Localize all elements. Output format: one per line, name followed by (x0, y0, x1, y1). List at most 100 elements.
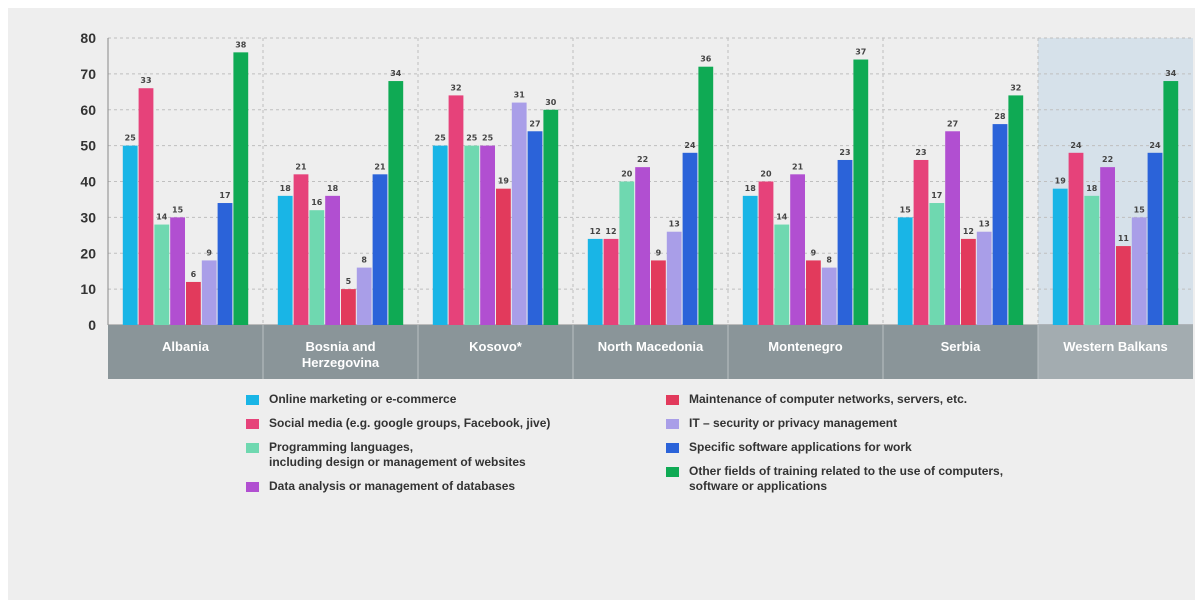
bar (976, 231, 992, 325)
data-label: 15 (1134, 205, 1146, 214)
legend-item: Maintenance of computer networks, server… (666, 392, 967, 407)
data-label: 22 (637, 155, 648, 164)
data-label: 25 (435, 134, 447, 143)
data-label: 16 (311, 198, 323, 207)
data-label: 25 (466, 134, 478, 143)
bar (992, 124, 1008, 325)
bar (325, 195, 340, 325)
bar (309, 210, 325, 325)
bar (821, 267, 837, 325)
legend-swatch (246, 443, 259, 453)
data-label: 6 (191, 270, 197, 279)
y-tick-label: 10 (80, 281, 96, 297)
x-category-label: Bosnia and Herzegovina (302, 339, 380, 370)
x-category-label: Kosovo* (469, 339, 523, 354)
bar (543, 109, 559, 325)
chart-figure: 0 10 20 30 40 50 60 70 80 25 18 25 12 18 15 19 33 21 32 12 2… (8, 8, 1195, 600)
bar (619, 181, 635, 325)
data-label: 19 (498, 177, 510, 186)
data-label: 25 (125, 134, 137, 143)
bar (511, 102, 527, 325)
bar (217, 203, 233, 325)
bar (372, 174, 388, 325)
data-label: 15 (172, 205, 184, 214)
legend-swatch (246, 419, 259, 429)
bar (448, 95, 464, 326)
x-category-label: Serbia (941, 339, 982, 354)
data-label: 18 (327, 184, 339, 193)
data-label: 9 (656, 248, 662, 257)
x-category-label: Montenegro (768, 339, 842, 354)
bar (587, 238, 603, 325)
data-label: 38 (235, 40, 247, 49)
data-label: 14 (156, 213, 168, 222)
category-band (883, 325, 1038, 379)
y-tick-label: 80 (80, 30, 96, 46)
bar (1163, 81, 1179, 325)
category-band (418, 325, 573, 379)
legend-swatch (666, 467, 679, 477)
data-label: 36 (700, 55, 712, 64)
bar (1052, 188, 1068, 325)
legend-label: Data analysis or management of databases (269, 479, 516, 493)
legend-item: Data analysis or management of databases (246, 479, 515, 494)
data-label: 9 (811, 248, 817, 257)
data-label: 31 (514, 91, 526, 100)
data-label: 12 (605, 227, 616, 236)
data-label: 32 (450, 83, 461, 92)
category-band (573, 325, 728, 379)
data-label: 17 (219, 191, 230, 200)
data-label: 24 (1070, 141, 1082, 150)
y-tick-label: 50 (80, 138, 96, 154)
bar (356, 267, 372, 325)
legend-item: IT – security or privacy management (666, 416, 897, 431)
data-label: 21 (792, 162, 804, 171)
legend-swatch (666, 419, 679, 429)
bar (186, 281, 201, 325)
bar (201, 260, 217, 325)
x-category-label: Western Balkans (1063, 339, 1168, 354)
bar (1008, 95, 1024, 326)
data-label: 19 (1055, 177, 1067, 186)
data-label: 20 (760, 170, 772, 179)
bar (790, 174, 805, 325)
bar (806, 260, 821, 325)
bar (480, 145, 495, 325)
legend-item: Social media (e.g. google groups, Facebo… (246, 416, 550, 431)
x-category-label: Albania (162, 339, 210, 354)
data-label: 11 (1118, 234, 1130, 243)
legend-label: Maintenance of computer networks, server… (689, 392, 968, 406)
data-label: 24 (684, 141, 696, 150)
category-band (263, 325, 418, 379)
data-label: 9 (206, 248, 212, 257)
data-label: 34 (390, 69, 402, 78)
bar (293, 174, 309, 325)
y-tick-label: 60 (80, 102, 96, 118)
bar (682, 152, 698, 325)
bar (742, 195, 758, 325)
bar (897, 217, 913, 325)
data-label: 21 (374, 162, 386, 171)
bar (122, 145, 138, 325)
y-tick-label: 0 (88, 317, 96, 333)
data-label: 13 (669, 220, 680, 229)
bar (138, 88, 154, 325)
data-label: 8 (826, 256, 832, 265)
data-label: 20 (621, 170, 633, 179)
legend-swatch (246, 395, 259, 405)
data-label: 33 (140, 76, 151, 85)
bar (154, 224, 170, 325)
y-tick-label: 30 (80, 209, 96, 225)
data-label: 25 (482, 134, 494, 143)
legend-label: Programming languages, including design … (269, 440, 526, 469)
category-band (108, 325, 263, 379)
data-label: 27 (529, 119, 540, 128)
bar (1084, 195, 1100, 325)
bar (1068, 152, 1084, 325)
data-label: 32 (1010, 83, 1021, 92)
legend-item: Specific software applications for work (666, 440, 912, 455)
bar (651, 260, 666, 325)
data-label: 12 (963, 227, 974, 236)
bar-chart: 0 10 20 30 40 50 60 70 80 25 18 25 12 18 15 19 33 21 32 12 2… (80, 30, 1193, 379)
legend-swatch (666, 443, 679, 453)
